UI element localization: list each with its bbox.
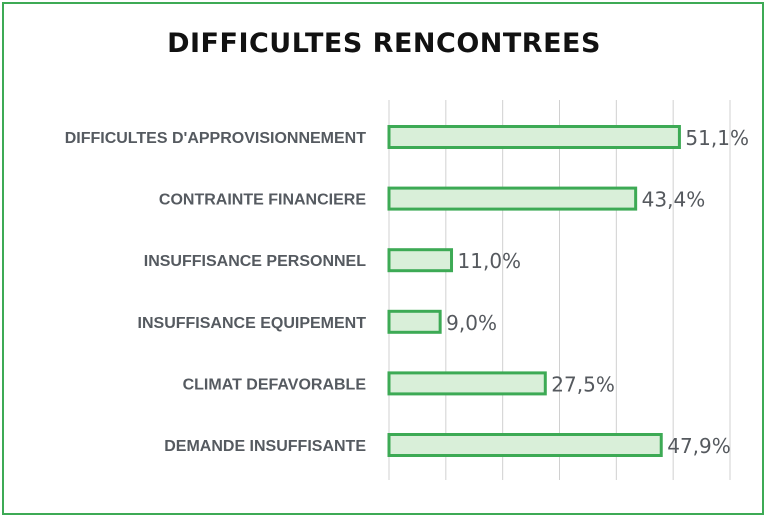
category-label: DEMANDE INSUFFISANTE — [164, 438, 366, 455]
bar — [387, 186, 638, 211]
bars — [387, 125, 681, 457]
category-label: CONTRAINTE FINANCIERE — [159, 192, 366, 209]
category-label: DIFFICULTES D'APPROVISIONNEMENT — [65, 130, 367, 147]
gridlines — [388, 100, 731, 480]
chart-title: DIFFICULTES RENCONTREES — [167, 28, 601, 59]
labels: DIFFICULTES D'APPROVISIONNEMENT 51,1% CONT… — [65, 126, 749, 458]
bar — [387, 248, 454, 273]
value-label: 47,9% — [667, 434, 731, 458]
bar — [387, 125, 681, 149]
category-label: INSUFFISANCE PERSONNEL — [144, 253, 366, 270]
value-label: 51,1% — [685, 126, 749, 150]
value-label: 27,5% — [551, 372, 615, 396]
bar — [387, 371, 547, 396]
category-label: CLIMAT DEFAVORABLE — [183, 376, 367, 393]
value-label: 9,0% — [446, 311, 497, 335]
bar — [387, 309, 442, 334]
value-label: 43,4% — [642, 188, 706, 212]
value-label: 11,0% — [458, 249, 522, 273]
bar — [387, 433, 663, 457]
category-label: INSUFFISANCE EQUIPEMENT — [138, 315, 367, 332]
